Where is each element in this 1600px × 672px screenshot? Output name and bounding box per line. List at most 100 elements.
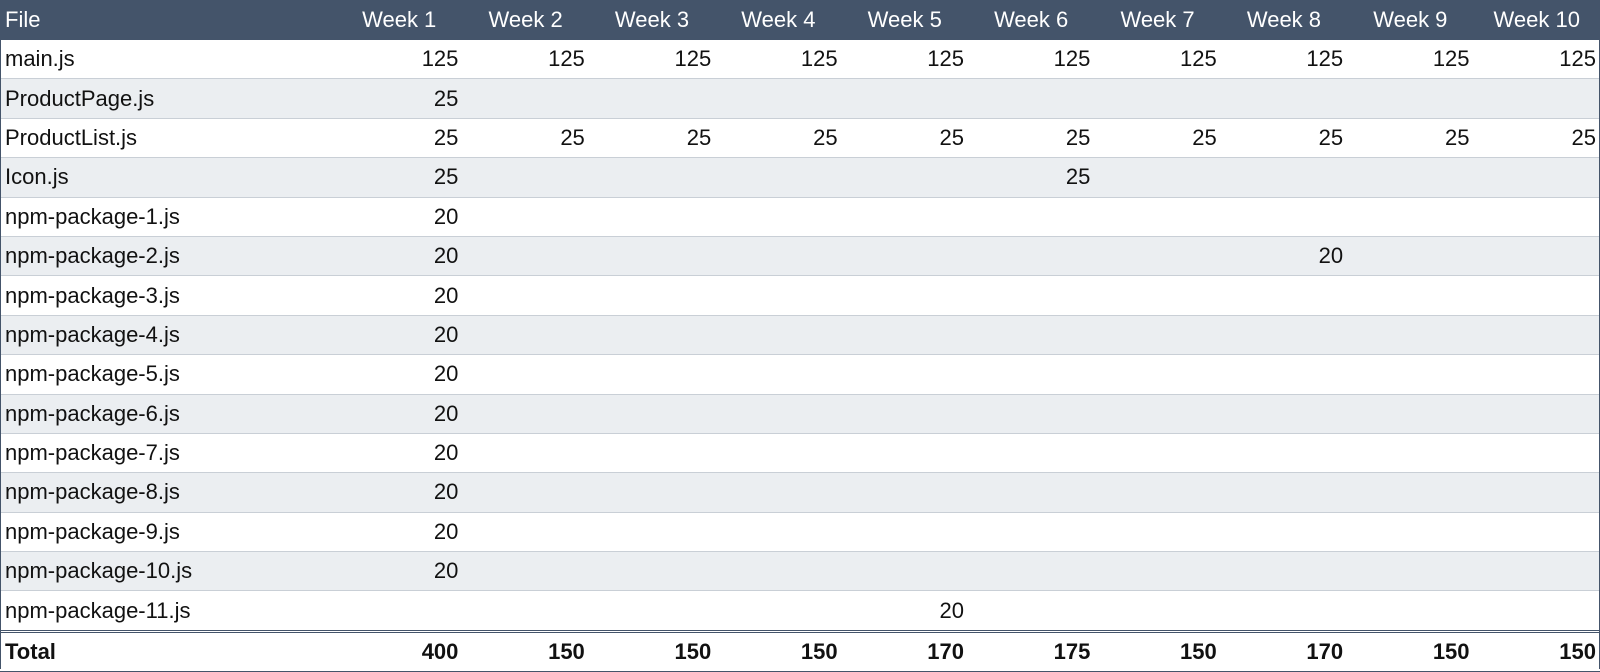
week-value-cell[interactable]	[1220, 197, 1348, 237]
week-value-cell[interactable]	[841, 157, 968, 198]
week-value-cell[interactable]	[462, 78, 589, 119]
week-value-cell[interactable]	[462, 157, 589, 198]
week-value-cell[interactable]: 25	[1094, 118, 1221, 159]
week-value-cell[interactable]	[462, 315, 589, 356]
file-name-cell[interactable]: npm-package-4.js	[0, 315, 337, 356]
week-value-cell[interactable]	[1220, 275, 1348, 316]
week-value-cell[interactable]	[1347, 433, 1474, 474]
week-value-cell[interactable]	[588, 394, 716, 434]
week-value-cell[interactable]	[1473, 354, 1600, 395]
week-value-cell[interactable]	[1094, 197, 1221, 237]
total-cell[interactable]: 150	[1347, 629, 1474, 672]
week-value-cell[interactable]	[1347, 315, 1474, 356]
week-value-cell[interactable]	[462, 551, 589, 592]
week-value-cell[interactable]	[1347, 354, 1474, 395]
week-value-cell[interactable]	[588, 315, 716, 356]
week-value-cell[interactable]: 25	[715, 118, 842, 159]
file-name-cell[interactable]: npm-package-8.js	[0, 472, 337, 513]
week-value-cell[interactable]	[715, 354, 842, 395]
week-value-cell[interactable]	[715, 433, 842, 474]
week-value-cell[interactable]	[841, 315, 968, 356]
column-header-week[interactable]: Week 5	[841, 0, 968, 40]
week-value-cell[interactable]: 20	[336, 197, 463, 237]
week-value-cell[interactable]	[588, 512, 716, 553]
week-value-cell[interactable]	[1094, 78, 1221, 119]
week-value-cell[interactable]	[715, 590, 842, 632]
week-value-cell[interactable]	[1094, 354, 1221, 395]
file-name-cell[interactable]: npm-package-9.js	[0, 512, 337, 553]
week-value-cell[interactable]: 25	[841, 118, 968, 159]
week-value-cell[interactable]: 20	[336, 236, 463, 277]
week-value-cell[interactable]: 20	[336, 512, 463, 553]
week-value-cell[interactable]: 20	[336, 354, 463, 395]
total-cell[interactable]: 150	[1094, 629, 1221, 672]
week-value-cell[interactable]	[588, 590, 716, 632]
week-value-cell[interactable]: 25	[588, 118, 716, 159]
week-value-cell[interactable]	[841, 275, 968, 316]
week-value-cell[interactable]	[967, 315, 1095, 356]
week-value-cell[interactable]	[462, 197, 589, 237]
week-value-cell[interactable]	[841, 236, 968, 277]
total-cell[interactable]: 150	[715, 629, 842, 672]
week-value-cell[interactable]	[715, 157, 842, 198]
week-value-cell[interactable]: 125	[1347, 40, 1474, 80]
file-name-cell[interactable]: ProductPage.js	[0, 78, 337, 119]
file-name-cell[interactable]: npm-package-5.js	[0, 354, 337, 395]
column-header-week[interactable]: Week 9	[1347, 0, 1474, 40]
week-value-cell[interactable]	[588, 78, 716, 119]
week-value-cell[interactable]	[588, 472, 716, 513]
week-value-cell[interactable]	[1473, 551, 1600, 592]
file-name-cell[interactable]: npm-package-7.js	[0, 433, 337, 474]
week-value-cell[interactable]	[1473, 315, 1600, 356]
week-value-cell[interactable]	[1220, 551, 1348, 592]
week-value-cell[interactable]	[1347, 551, 1474, 592]
week-value-cell[interactable]	[1473, 157, 1600, 198]
week-value-cell[interactable]	[1220, 590, 1348, 632]
week-value-cell[interactable]: 25	[336, 78, 463, 119]
file-name-cell[interactable]: npm-package-10.js	[0, 551, 337, 592]
week-value-cell[interactable]	[1347, 512, 1474, 553]
week-value-cell[interactable]	[462, 590, 589, 632]
week-value-cell[interactable]: 125	[1094, 40, 1221, 80]
week-value-cell[interactable]	[1347, 157, 1474, 198]
week-value-cell[interactable]: 125	[841, 40, 968, 80]
total-cell[interactable]: 150	[588, 629, 716, 672]
week-value-cell[interactable]: 25	[1347, 118, 1474, 159]
week-value-cell[interactable]	[1473, 472, 1600, 513]
week-value-cell[interactable]: 125	[1220, 40, 1348, 80]
week-value-cell[interactable]	[967, 512, 1095, 553]
file-name-cell[interactable]: npm-package-2.js	[0, 236, 337, 277]
week-value-cell[interactable]	[1094, 394, 1221, 434]
week-value-cell[interactable]	[841, 354, 968, 395]
week-value-cell[interactable]	[588, 433, 716, 474]
file-name-cell[interactable]: npm-package-1.js	[0, 197, 337, 237]
week-value-cell[interactable]: 125	[336, 40, 463, 80]
file-name-cell[interactable]: npm-package-6.js	[0, 394, 337, 434]
total-cell[interactable]: 170	[1220, 629, 1348, 672]
week-value-cell[interactable]	[1094, 590, 1221, 632]
week-value-cell[interactable]	[1220, 394, 1348, 434]
week-value-cell[interactable]	[715, 472, 842, 513]
week-value-cell[interactable]	[1347, 197, 1474, 237]
week-value-cell[interactable]	[1094, 433, 1221, 474]
week-value-cell[interactable]	[462, 433, 589, 474]
column-header-file[interactable]: File	[0, 0, 337, 40]
week-value-cell[interactable]	[1220, 472, 1348, 513]
week-value-cell[interactable]	[1347, 78, 1474, 119]
week-value-cell[interactable]	[1220, 354, 1348, 395]
week-value-cell[interactable]: 20	[336, 472, 463, 513]
week-value-cell[interactable]	[1094, 551, 1221, 592]
week-value-cell[interactable]	[1473, 78, 1600, 119]
week-value-cell[interactable]	[967, 78, 1095, 119]
week-value-cell[interactable]	[841, 433, 968, 474]
week-value-cell[interactable]	[1094, 472, 1221, 513]
week-value-cell[interactable]	[588, 354, 716, 395]
week-value-cell[interactable]: 25	[336, 118, 463, 159]
week-value-cell[interactable]	[462, 394, 589, 434]
column-header-week[interactable]: Week 1	[336, 0, 463, 40]
file-name-cell[interactable]: main.js	[0, 40, 337, 80]
week-value-cell[interactable]	[1220, 433, 1348, 474]
week-value-cell[interactable]	[1220, 315, 1348, 356]
week-value-cell[interactable]	[588, 275, 716, 316]
week-value-cell[interactable]: 25	[967, 157, 1095, 198]
